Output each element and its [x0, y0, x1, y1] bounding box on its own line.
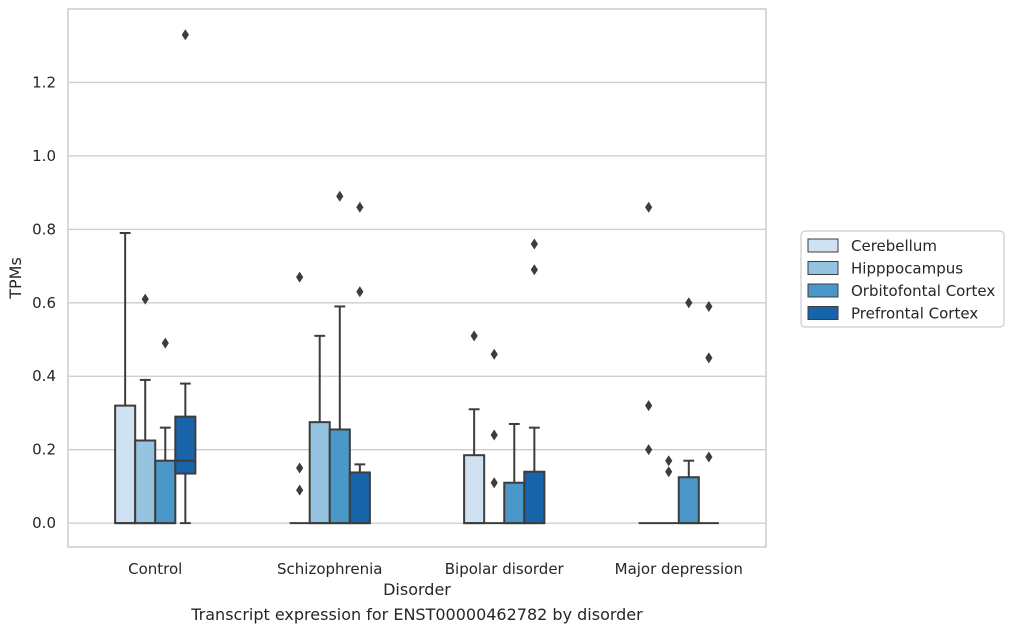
- figure-caption: Transcript expression for ENST0000046278…: [191, 605, 643, 624]
- legend-item-cerebellum: Cerebellum: [807, 237, 937, 255]
- box-iqr: [174, 415, 197, 475]
- outlier-point: [490, 348, 498, 360]
- legend-swatch: [807, 238, 839, 253]
- legend-item-orbitofontal-cortex: Orbitofontal Cortex: [807, 282, 995, 300]
- x-tick-label: Major depression: [615, 560, 743, 578]
- x-tick-labels: Control Schizophrenia Bipolar disorder Majo…: [128, 560, 743, 578]
- outlier-point: [685, 297, 693, 309]
- box-hipppocampus-major-depression: [658, 455, 679, 525]
- outlier-point: [296, 484, 304, 496]
- outlier-point: [490, 429, 498, 441]
- y-tick-label: 1.2: [32, 73, 56, 91]
- legend-label: Prefrontal Cortex: [851, 305, 978, 323]
- box-cerebellum-schizophrenia: [289, 271, 310, 525]
- legend-item-prefrontal-cortex: Prefrontal Cortex: [807, 305, 978, 323]
- legend-swatch: [807, 261, 839, 275]
- legend-label: Orbitofontal Cortex: [851, 282, 995, 300]
- outlier-point: [705, 352, 713, 364]
- legend-frame: [800, 230, 1005, 328]
- grid-lines: [68, 81, 766, 524]
- box-groups: [114, 29, 719, 525]
- outlier-point: [336, 190, 344, 202]
- box-orbitofontal-cortex-control: [154, 337, 177, 525]
- box-orbitofontal-cortex-major-depression: [677, 297, 700, 525]
- box-cerebellum-bipolar-disorder: [463, 330, 486, 525]
- box-cerebellum-control: [114, 232, 137, 525]
- x-axis-label: Disorder: [383, 580, 451, 599]
- y-tick-labels: 0.0 0.2 0.4 0.6 0.8 1.0 1.2: [32, 73, 56, 532]
- legend-swatch: [807, 306, 839, 320]
- box-hipppocampus-control: [134, 293, 157, 525]
- box-hipppocampus-schizophrenia: [308, 334, 331, 525]
- box-prefrontal-cortex-control: [174, 29, 197, 525]
- box-prefrontal-cortex-bipolar-disorder: [523, 238, 546, 525]
- outlier-point: [490, 477, 498, 489]
- box-prefrontal-cortex-schizophrenia: [348, 201, 371, 525]
- legend-label: Cerebellum: [851, 237, 937, 255]
- outlier-point: [665, 466, 673, 478]
- box-iqr: [154, 459, 177, 525]
- box-orbitofontal-cortex-schizophrenia: [328, 190, 351, 525]
- outlier-point: [645, 444, 653, 456]
- box-orbitofontal-cortex-bipolar-disorder: [503, 422, 526, 525]
- box-iqr: [134, 439, 157, 525]
- outlier-point: [645, 201, 653, 213]
- outlier-point: [470, 330, 478, 342]
- x-tick-label: Bipolar disorder: [445, 560, 565, 578]
- y-tick-label: 0.2: [32, 441, 56, 459]
- outlier-point: [356, 286, 364, 298]
- y-tick-label: 0.8: [32, 220, 56, 238]
- box-iqr: [328, 428, 351, 525]
- outlier-point: [530, 238, 538, 250]
- outlier-point: [530, 264, 538, 276]
- y-axis-label: TPMs: [6, 257, 25, 300]
- legend: Cerebellum Hipppocampus Orbitofontal Corte…: [800, 230, 1005, 328]
- box-iqr: [114, 404, 137, 525]
- outlier-point: [705, 300, 713, 312]
- outlier-point: [161, 337, 169, 349]
- legend-item-hipppocampus: Hipppocampus: [807, 260, 963, 278]
- outlier-point: [645, 400, 653, 412]
- y-tick-label: 0.4: [32, 367, 56, 385]
- box-hipppocampus-bipolar-disorder: [484, 348, 505, 525]
- legend-swatch: [807, 283, 839, 298]
- x-tick-label: Control: [128, 560, 182, 578]
- outlier-point: [665, 455, 673, 467]
- outlier-point: [181, 29, 189, 41]
- box-iqr: [503, 481, 526, 525]
- outlier-point: [705, 451, 713, 463]
- y-tick-label: 0.0: [32, 514, 56, 532]
- outlier-point: [356, 201, 364, 213]
- box-cerebellum-major-depression: [638, 201, 659, 525]
- y-tick-label: 0.6: [32, 294, 56, 312]
- x-tick-label: Schizophrenia: [277, 560, 382, 578]
- box-iqr: [348, 471, 371, 525]
- box-iqr: [463, 454, 486, 525]
- box-iqr: [523, 470, 546, 525]
- box-prefrontal-cortex-major-depression: [698, 300, 719, 525]
- outlier-point: [296, 271, 304, 283]
- box-iqr: [308, 421, 331, 525]
- box-iqr: [677, 476, 700, 525]
- plot-frame: [67, 8, 767, 548]
- outlier-point: [141, 293, 149, 305]
- outlier-point: [296, 462, 304, 474]
- legend-label: Hipppocampus: [851, 260, 963, 278]
- y-tick-label: 1.0: [32, 147, 56, 165]
